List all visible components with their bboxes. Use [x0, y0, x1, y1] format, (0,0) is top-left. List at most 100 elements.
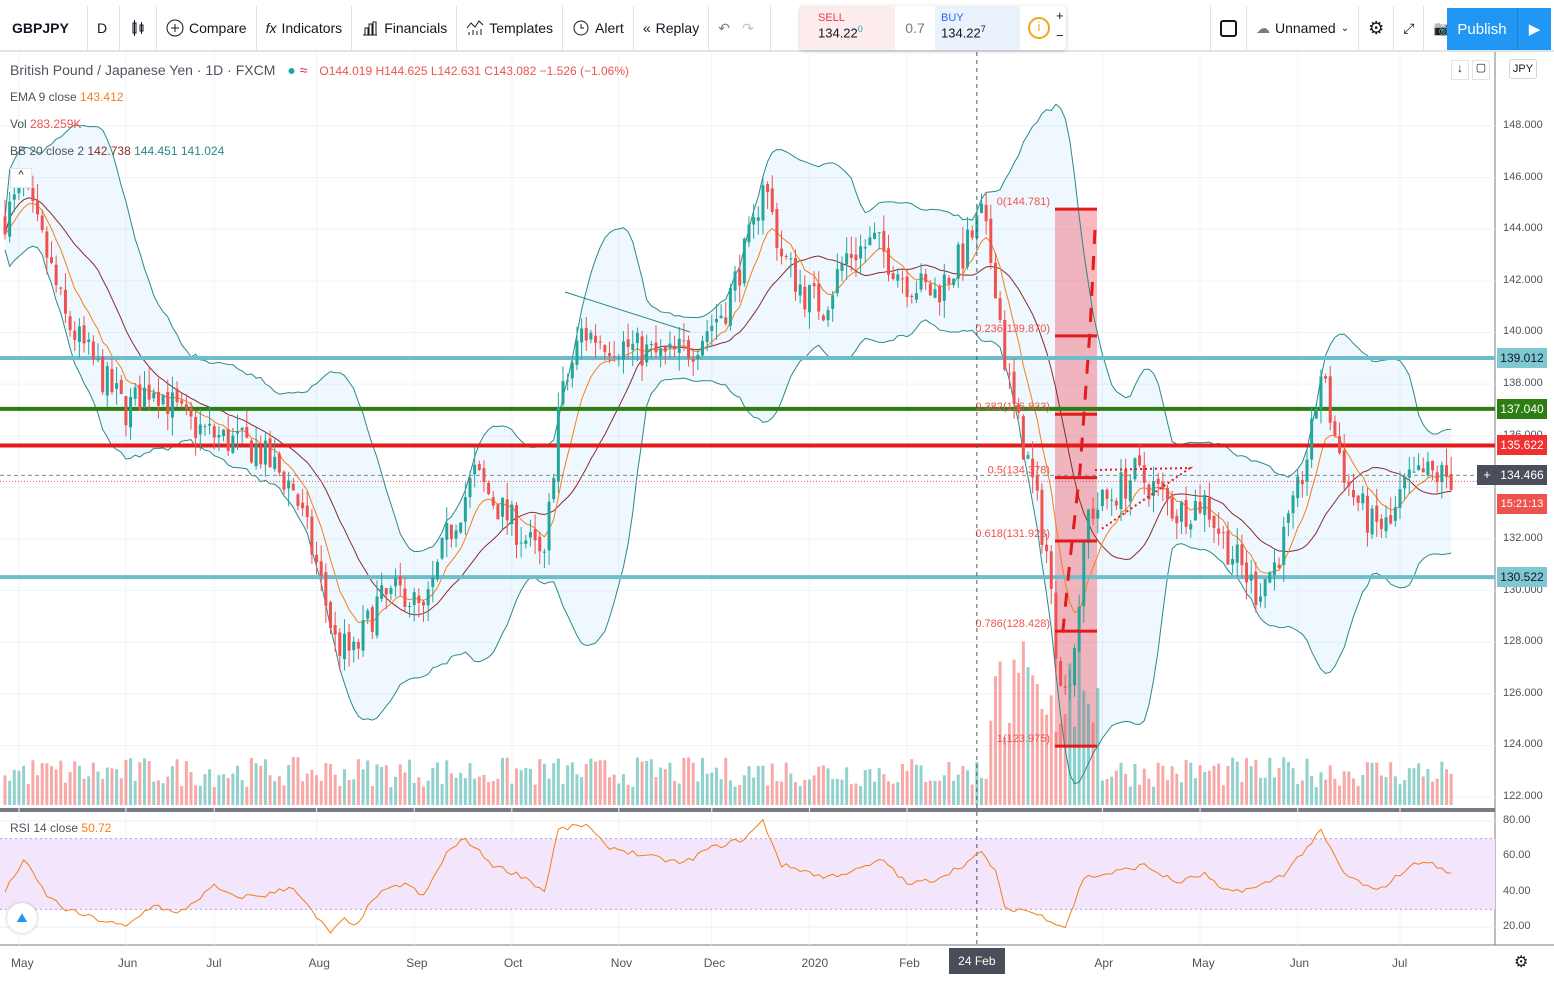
fullscreen-button[interactable]: ⤢ — [1394, 6, 1425, 50]
play-circle-icon[interactable]: ▶ — [1517, 8, 1551, 50]
volume-bar — [952, 780, 956, 805]
financials-button[interactable]: Financials — [352, 6, 458, 50]
volume-bar — [1086, 703, 1090, 805]
candle-body — [305, 505, 309, 518]
volume-bar — [454, 777, 458, 805]
scroll-down-button[interactable]: ↓ — [1451, 60, 1469, 80]
interval-button[interactable]: D — [88, 6, 120, 50]
candle-body — [180, 400, 184, 404]
candle-body — [1049, 551, 1053, 589]
candle — [240, 427, 244, 444]
volume-bar — [1310, 776, 1314, 805]
candle-body — [914, 293, 918, 300]
snapshot-button[interactable]: 📷 — [1424, 6, 1459, 50]
fullscreen-select-button[interactable] — [1210, 6, 1247, 50]
templates-label: Templates — [489, 20, 554, 36]
time-axis-settings-icon[interactable]: ⚙ — [1514, 954, 1529, 971]
currency-label[interactable]: JPY — [1509, 59, 1537, 79]
legend-bb[interactable]: BB 20 close 2 142.738 144.451 141.024 — [10, 144, 224, 158]
volume-bar — [170, 766, 174, 805]
collapse-legend-button[interactable]: ^ — [10, 168, 32, 188]
templates-button[interactable]: Templates — [457, 6, 564, 50]
undo-icon[interactable]: ↶ — [718, 19, 730, 36]
volume-bar — [691, 762, 695, 805]
candle — [217, 425, 221, 452]
volume-bar — [891, 783, 895, 805]
legend-rsi[interactable]: RSI 14 close 50.72 — [10, 821, 111, 835]
volume-bar — [1426, 769, 1430, 805]
candle-body — [1207, 497, 1211, 520]
volume-bar — [1286, 762, 1290, 805]
candle-body — [482, 468, 486, 483]
candle-body — [143, 387, 146, 408]
add-alert-plus-button[interactable]: + — [1477, 465, 1497, 486]
settings-button[interactable]: ⚙ — [1359, 6, 1395, 50]
compare-button[interactable]: Compare — [157, 6, 257, 50]
candle-body — [36, 200, 40, 215]
candle-body — [194, 417, 198, 439]
candle — [966, 217, 970, 270]
price-axis-label: 148.000 — [1503, 119, 1543, 131]
candle-body — [1110, 499, 1114, 501]
volume-bar — [547, 778, 551, 805]
volume-bar — [282, 785, 286, 805]
legend-vol[interactable]: Vol 283.259K — [10, 117, 81, 131]
candle — [719, 304, 723, 319]
sell-button[interactable]: SELL 134.220 — [800, 6, 895, 50]
publish-button[interactable]: Publish ▶ — [1447, 8, 1551, 50]
indicators-button[interactable]: fx Indicators — [257, 6, 353, 50]
candle — [924, 268, 928, 291]
candle — [87, 332, 91, 355]
candle — [1105, 487, 1109, 510]
volume-bar — [189, 772, 193, 805]
candle — [482, 460, 486, 492]
chart-type-button[interactable] — [120, 6, 157, 50]
volume-bar — [1421, 776, 1425, 805]
volume-bar — [501, 757, 505, 805]
candle-body — [821, 315, 825, 321]
candle-body — [547, 501, 551, 551]
candle-body — [268, 438, 272, 467]
auto-scale-button[interactable]: ▢ — [1472, 60, 1490, 80]
rewind-icon: « — [642, 20, 651, 36]
candle — [1049, 545, 1053, 605]
candle-body — [63, 289, 67, 314]
volume-bar — [580, 777, 584, 805]
candle-body — [291, 483, 295, 491]
qty-plus-button[interactable]: + — [1056, 8, 1064, 23]
candle-body — [1249, 574, 1253, 581]
candle — [682, 323, 686, 352]
volume-bar — [203, 774, 207, 805]
buy-button[interactable]: BUY 134.227 — [935, 6, 1020, 50]
candle-body — [1282, 526, 1286, 565]
volume-bar — [505, 757, 509, 805]
candle — [859, 234, 863, 275]
volume-bar — [1045, 714, 1049, 805]
candle — [305, 491, 309, 530]
candle — [143, 371, 146, 408]
redo-icon[interactable]: ↷ — [741, 19, 754, 36]
candles-icon — [132, 20, 144, 36]
legend-ema[interactable]: EMA 9 close 143.412 — [10, 90, 123, 104]
candle-body — [133, 387, 137, 399]
volume-bar — [487, 781, 491, 805]
qty-minus-button[interactable]: − — [1056, 28, 1064, 43]
volume-bar — [1342, 771, 1346, 805]
price-axis-label: 140.000 — [1503, 325, 1543, 338]
candle — [1296, 469, 1300, 508]
replay-button[interactable]: «Replay — [634, 6, 710, 50]
volume-bar — [422, 786, 425, 805]
ema-value: 143.412 — [80, 90, 124, 104]
candle — [840, 256, 844, 282]
candle-body — [1449, 474, 1453, 490]
volume-bar — [575, 774, 579, 805]
candle-body — [947, 277, 951, 284]
alert-button[interactable]: Alert — [563, 6, 634, 50]
info-icon[interactable]: i — [1028, 17, 1050, 39]
candle-body — [1133, 458, 1137, 480]
candle-body — [394, 578, 398, 587]
symbol-search[interactable]: GBPJPY — [0, 6, 88, 50]
volume-bar — [1361, 774, 1365, 805]
layout-name-button[interactable]: ☁ Unnamed ⌄ — [1247, 6, 1360, 50]
